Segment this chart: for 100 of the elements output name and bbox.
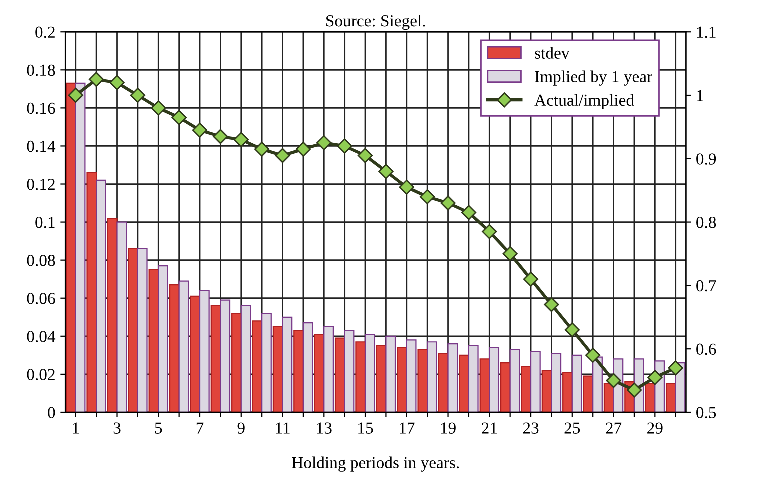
bar [178, 280, 190, 412]
bar [66, 82, 76, 412]
x-axis-title: Holding periods in years. [292, 456, 460, 472]
y-tick-label: 0.1 [36, 217, 55, 228]
bar [137, 248, 148, 412]
point [648, 370, 663, 386]
bar [356, 342, 366, 412]
bar [232, 313, 242, 412]
point [68, 88, 84, 104]
point [151, 100, 166, 116]
bar [510, 349, 520, 412]
bar [406, 340, 417, 412]
y2-tick-label: 1 [697, 90, 704, 102]
bar [324, 326, 334, 412]
x-tick-label: 19 [441, 422, 456, 434]
bar [158, 265, 168, 412]
point [275, 148, 290, 164]
point [89, 72, 104, 88]
bar [252, 320, 263, 412]
x-tick-label: 5 [155, 422, 162, 434]
point [296, 142, 312, 157]
legend-label: Actual/implied [534, 94, 634, 110]
bar [386, 336, 396, 412]
bar [572, 354, 582, 412]
y-tick-label: 0.04 [27, 331, 56, 342]
point [337, 138, 352, 154]
point [110, 75, 125, 90]
bar [282, 316, 293, 412]
point [172, 110, 187, 126]
bar [500, 362, 511, 412]
bar [302, 322, 314, 412]
point [130, 88, 146, 104]
y-tick-label: 0.2 [36, 26, 55, 38]
point [482, 224, 498, 240]
point [564, 322, 580, 338]
bar [459, 354, 470, 412]
point [626, 382, 642, 398]
bar [489, 347, 500, 412]
y-tick-label: 0.18 [27, 64, 56, 76]
point [606, 373, 622, 388]
point [213, 129, 228, 144]
x-tick-label: 27 [606, 422, 622, 434]
x-tick-label: 9 [238, 422, 245, 434]
point [440, 196, 456, 211]
point [358, 148, 374, 164]
x-tick-label: 1 [73, 422, 80, 434]
bar [530, 351, 541, 412]
bar [468, 345, 479, 412]
bar [666, 383, 676, 412]
point [420, 189, 436, 205]
y-tick-label: 0 [48, 407, 56, 418]
bar [262, 313, 272, 412]
point [254, 142, 270, 157]
y2-tick-label: 0.5 [696, 407, 716, 419]
x-tick-label: 13 [317, 422, 332, 434]
bar [592, 356, 603, 412]
bar [294, 330, 304, 412]
bar [128, 248, 138, 412]
bar [427, 342, 438, 412]
bar [86, 172, 98, 412]
y-tick-label: 0.02 [27, 369, 55, 380]
point [461, 205, 477, 220]
bar [240, 305, 252, 412]
x-tick-label: 11 [276, 422, 290, 434]
x-tick-label: 15 [358, 422, 374, 434]
y-tick-label: 0.06 [27, 293, 56, 304]
point [668, 360, 684, 376]
y2-tick-label: 0.6 [696, 344, 716, 356]
bar [220, 300, 231, 412]
bar [334, 338, 346, 412]
bar [364, 334, 376, 412]
x-tick-label: 17 [400, 422, 415, 434]
x-tick-label: 21 [482, 422, 497, 434]
bar [169, 284, 180, 412]
bar [418, 349, 428, 412]
x-tick-label: 23 [523, 422, 539, 434]
point [586, 348, 601, 364]
bar [448, 343, 458, 412]
y-tick-label: 0.12 [27, 178, 55, 190]
bar [397, 347, 408, 412]
x-tick-label: 3 [114, 422, 121, 434]
bar [344, 330, 355, 412]
bar [583, 376, 594, 412]
bar [521, 366, 532, 412]
point [316, 135, 332, 151]
y-tick-label: 0.16 [27, 102, 56, 114]
bar [75, 82, 86, 412]
bar [551, 352, 562, 412]
bar [190, 296, 201, 412]
point [544, 297, 560, 312]
y2-tick-label: 0.9 [696, 154, 716, 165]
point [399, 180, 414, 195]
y-tick-label: 0.14 [27, 140, 56, 152]
y2-tick-label: 1.1 [697, 26, 716, 38]
point [502, 246, 518, 262]
bar [96, 180, 106, 412]
x-tick-label: 29 [648, 422, 663, 434]
bar [562, 372, 573, 412]
bar [116, 222, 128, 412]
chart-title: Source: Siegel. [326, 14, 426, 30]
